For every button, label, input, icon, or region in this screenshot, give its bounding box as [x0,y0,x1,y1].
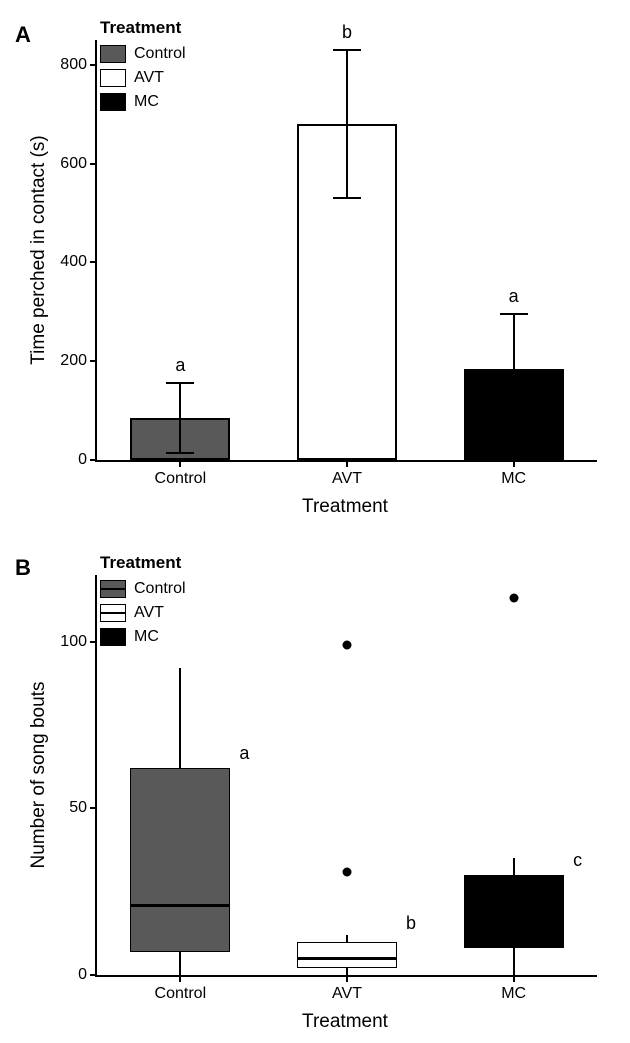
panel-b-xtick-label: Control [155,975,207,1003]
panel-b-legend-item: Control [100,577,186,601]
panel-b-sig-label: b [406,913,416,934]
panel-b-legend-item: MC [100,625,186,649]
panel-a-label: A [15,22,31,48]
panel-b-xtick-label: AVT [332,975,362,1003]
panel-b-ytick-label: 100 [60,633,97,651]
panel-b-box [130,768,230,951]
panel-b-outlier [343,641,352,650]
panel-b-sig-label: c [573,850,582,871]
panel-a-legend-item: Control [100,42,186,66]
panel-b-legend-title: Treatment [100,553,186,573]
panel-b-sig-label: a [239,743,249,764]
panel-a-ytick-label: 800 [60,56,97,74]
panel-a-x-title: Treatment [302,496,388,518]
panel-a-sig-label: a [509,286,519,307]
panel-a-sig-label: b [342,22,352,43]
panel-a-ytick-label: 0 [78,451,97,469]
figure: A 0200400600800ControlaAVTbMCa Treatment… [0,0,630,1043]
panel-b-label: B [15,555,31,581]
panel-a-xtick-label: AVT [332,460,362,488]
panel-a-legend-item: MC [100,90,186,114]
panel-a-y-title: Time perched in contact (s) [28,135,50,365]
panel-a-sig-label: a [175,355,185,376]
panel-b-box [464,875,564,948]
panel-a-ytick-label: 200 [60,352,97,370]
panel-b-x-title: Treatment [302,1011,388,1033]
panel-b-box [297,942,397,969]
panel-b-legend: Treatment ControlAVTMC [100,553,186,649]
panel-a-xtick-label: MC [501,460,526,488]
panel-b-ytick-label: 50 [69,799,97,817]
panel-b-ytick-label: 0 [78,966,97,984]
panel-a-ytick-label: 400 [60,253,97,271]
panel-b-legend-item: AVT [100,601,186,625]
panel-a-xtick-label: Control [155,460,207,488]
panel-a-legend: Treatment ControlAVTMC [100,18,186,114]
panel-b-y-title: Number of song bouts [28,682,50,869]
panel-a-legend-title: Treatment [100,18,186,38]
panel-a-legend-item: AVT [100,66,186,90]
panel-b-xtick-label: MC [501,975,526,1003]
panel-b-outlier [509,594,518,603]
panel-a-ytick-label: 600 [60,155,97,173]
panel-b-outlier [343,867,352,876]
